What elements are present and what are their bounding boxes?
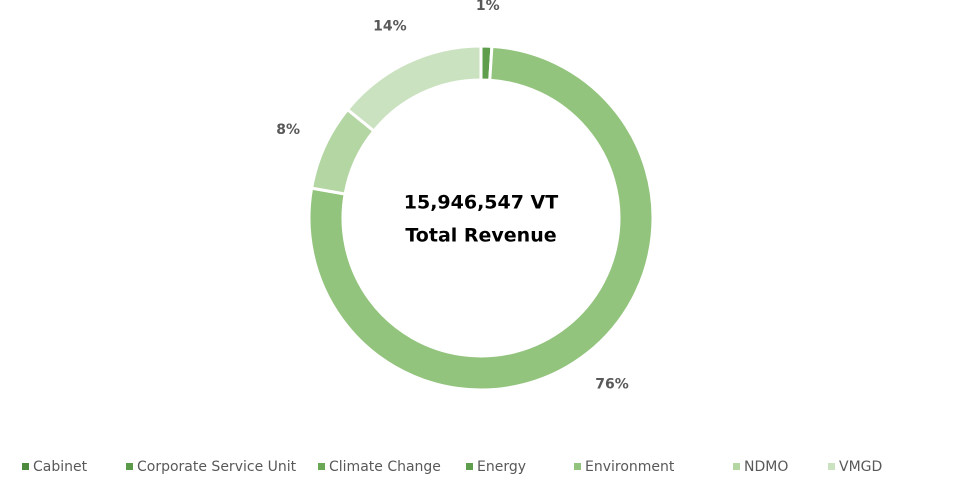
data-label: 14% [373, 19, 407, 35]
legend-swatch [126, 463, 133, 470]
legend-swatch [733, 463, 740, 470]
legend-label: Environment [585, 459, 675, 475]
legend-label: Energy [477, 459, 526, 475]
legend-label: Climate Change [329, 459, 441, 475]
donut-slice [307, 44, 655, 392]
legend-swatch [466, 463, 473, 470]
center-value: 15,946,547 VT [404, 192, 559, 214]
data-label: 76% [595, 377, 629, 393]
legend-swatch [22, 463, 29, 470]
data-label: 1% [476, 0, 500, 14]
legend-label: NDMO [744, 459, 788, 475]
legend-swatch [318, 463, 325, 470]
donut-slice [345, 44, 483, 134]
legend-label: Cabinet [33, 459, 88, 475]
legend-swatch [574, 463, 581, 470]
center-caption: Total Revenue [405, 225, 556, 247]
data-label: 8% [276, 122, 300, 138]
legend-swatch [828, 463, 835, 470]
legend-label: Corporate Service Unit [137, 459, 297, 475]
legend-label: VMGD [839, 459, 882, 475]
